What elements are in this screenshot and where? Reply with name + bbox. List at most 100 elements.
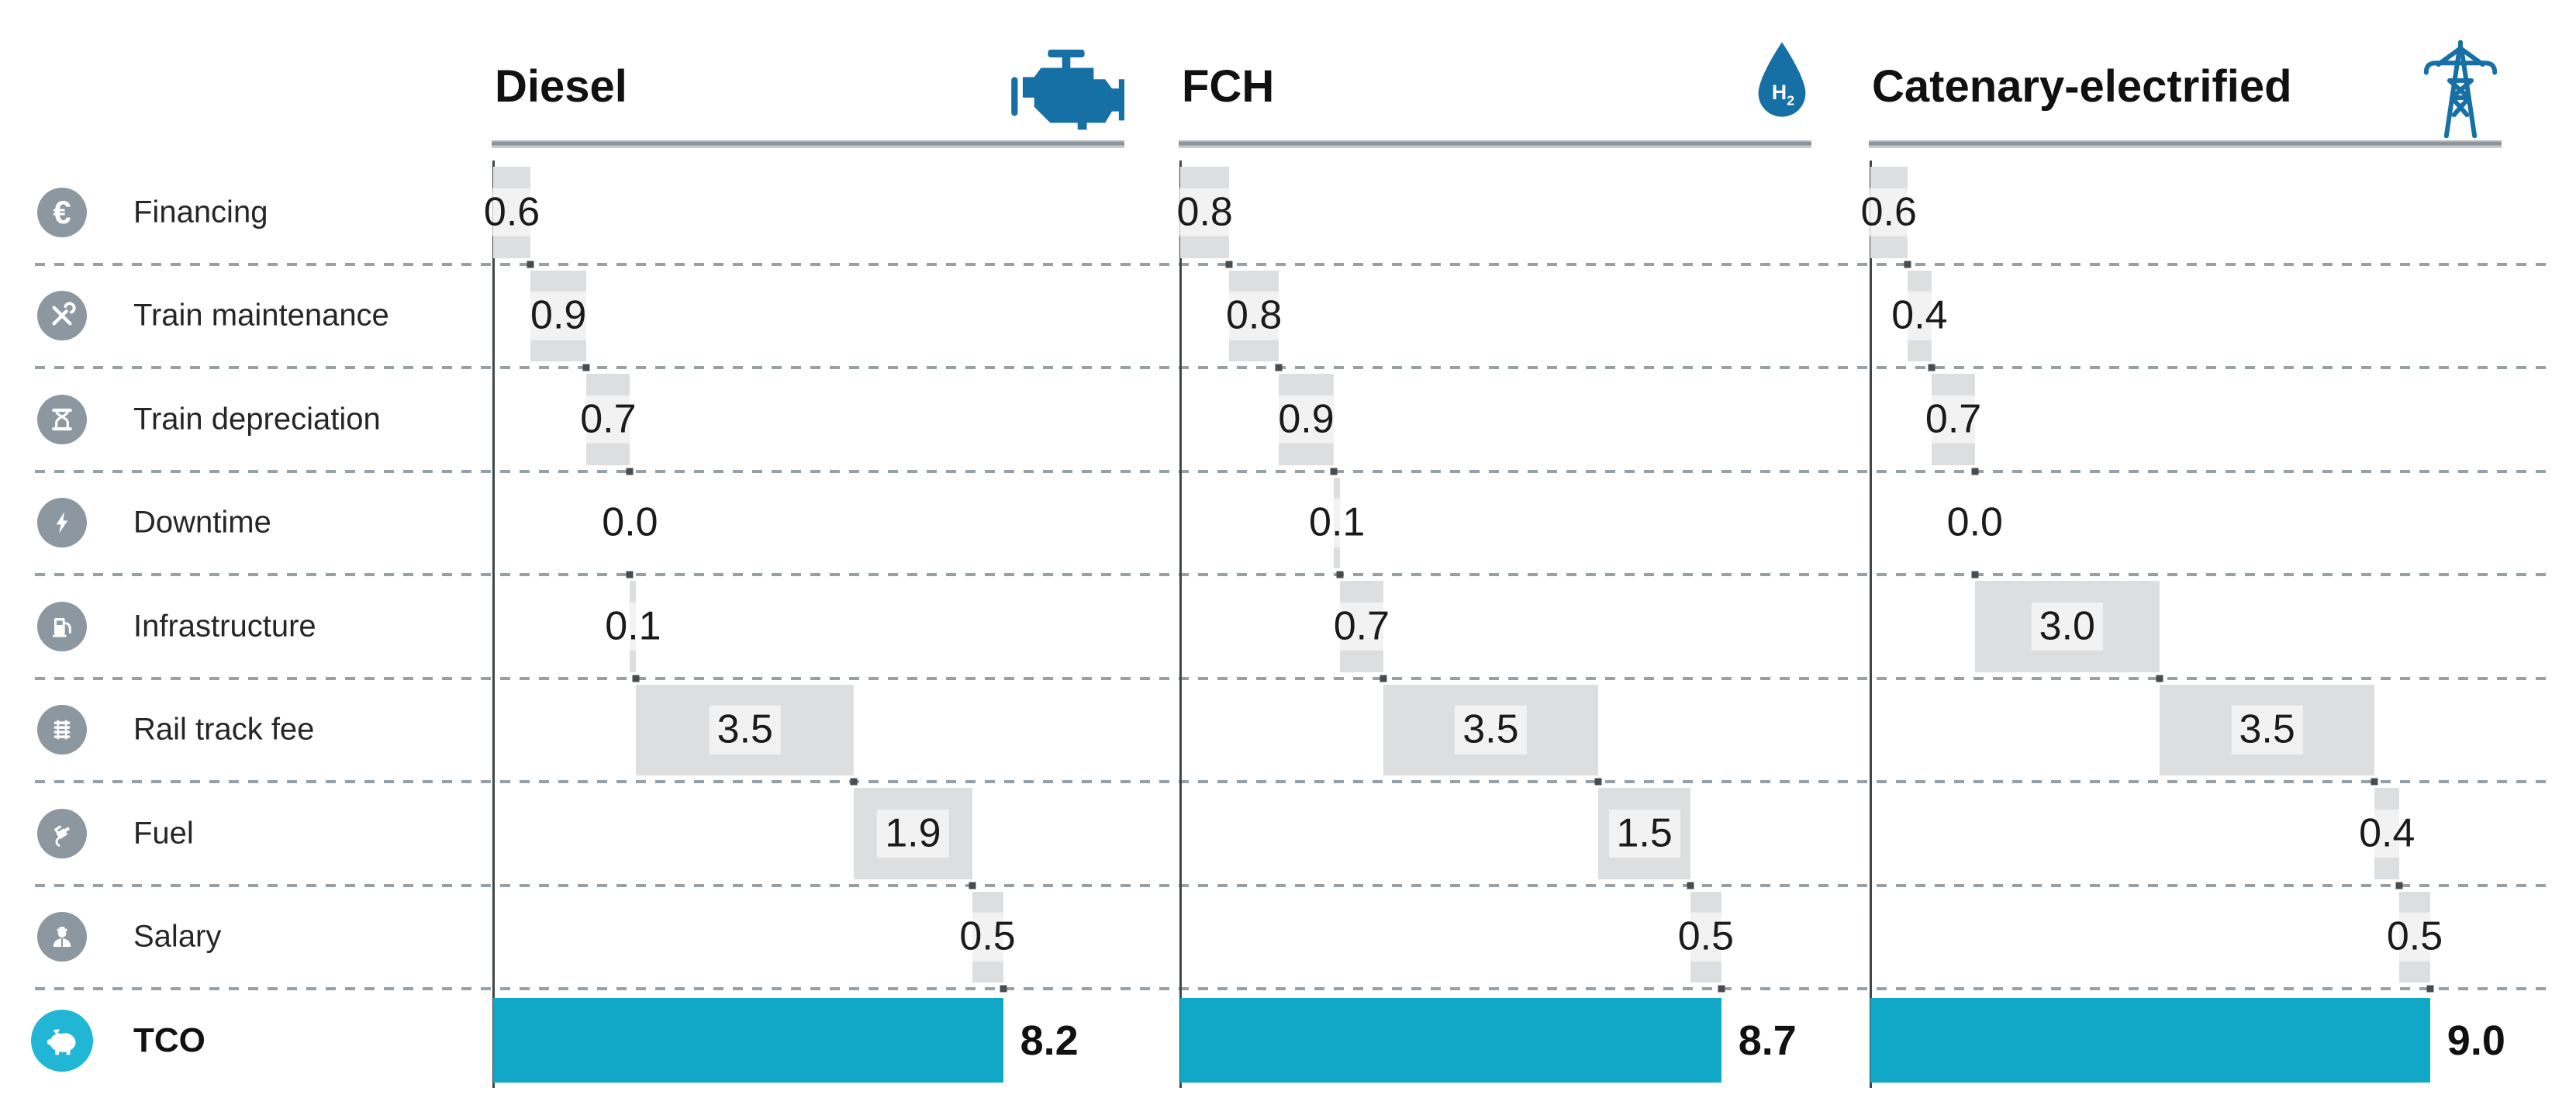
rail-track-icon (54, 720, 71, 740)
segment-value-label: 3.5 (709, 705, 781, 755)
segment-connector-tick (1971, 468, 1979, 475)
row-separator-line (35, 573, 2547, 576)
category-label: Train depreciation (133, 402, 381, 437)
column-header-rule (492, 140, 1124, 148)
fuel-pump-icon (53, 617, 71, 637)
lightning-icon (56, 512, 68, 534)
segment-value-label: 0.5 (1670, 912, 1742, 962)
segment-value-label: 0.6 (1853, 188, 1925, 237)
segment-connector-tick (1904, 261, 1911, 268)
piggy-bank-icon (31, 1009, 93, 1072)
segment-connector-tick (2371, 778, 2378, 786)
category-label: Infrastructure (133, 609, 316, 644)
category-label: Downtime (133, 505, 271, 540)
svg-text:H: H (1772, 81, 1787, 104)
segment-connector-tick (582, 364, 590, 371)
lightning-icon (37, 498, 87, 548)
svg-text:2: 2 (1787, 92, 1794, 108)
category-label: Salary (133, 919, 222, 954)
category-label: Rail track fee (133, 712, 315, 747)
segment-value-label: 0.8 (1217, 291, 1290, 340)
category-label: Fuel (133, 816, 194, 851)
row-separator-line (35, 469, 2547, 473)
tco-total-bar (493, 998, 1003, 1083)
segment-connector-tick (850, 778, 858, 786)
euro-icon: € (37, 187, 87, 237)
total-row-label: TCO (133, 1021, 205, 1059)
column-title: Catenary-electrified (1872, 61, 2292, 112)
piggy-bank-icon (47, 1029, 76, 1055)
segment-value-label: 0.1 (597, 602, 669, 651)
segment-connector-tick (527, 261, 534, 268)
row-separator-line (35, 676, 2547, 680)
segment-value-label: 0.8 (1169, 188, 1241, 237)
row-separator-line (35, 366, 2547, 369)
segment-value-label: 0.5 (2378, 912, 2451, 962)
value-axis-line (1179, 161, 1182, 1088)
value-axis-line (492, 161, 495, 1088)
segment-value-label: 3.0 (2031, 602, 2103, 651)
fuel-nozzle-icon (54, 825, 71, 847)
tco-total-bar (1870, 998, 2430, 1083)
segment-connector-tick (626, 571, 634, 578)
hydrogen-drop-icon: H 2 (1752, 26, 1811, 139)
driver-icon (53, 927, 71, 948)
segment-connector-tick (632, 675, 640, 682)
segment-value-label: 0.9 (523, 291, 595, 340)
segment-connector-tick (2156, 675, 2163, 682)
tco-total-bar (1180, 998, 1721, 1083)
fuel-nozzle-icon (37, 808, 87, 858)
segment-value-label: 1.9 (877, 809, 949, 858)
segment-connector-tick (1687, 882, 1694, 889)
row-separator-line (35, 987, 2547, 990)
segment-connector-tick (1971, 571, 1979, 578)
tco-total-value: 8.2 (1020, 1017, 1079, 1064)
segment-value-label: 0.7 (1325, 602, 1398, 651)
column-title: FCH (1182, 61, 1275, 112)
tco-total-value: 9.0 (2447, 1017, 2505, 1064)
segment-value-label: 0.4 (1884, 291, 1956, 340)
segment-connector-tick (2426, 985, 2434, 993)
row-separator-line (35, 883, 2547, 887)
hourglass-icon (37, 394, 87, 444)
segment-connector-tick (1225, 261, 1233, 268)
segment-value-label: 0.0 (594, 498, 666, 547)
segment-value-label: 0.1 (1301, 498, 1373, 547)
hourglass-icon (52, 408, 72, 430)
column-header-rule (1869, 140, 2502, 148)
segment-connector-tick (1380, 675, 1387, 682)
value-axis-line (1870, 161, 1872, 1088)
category-label: Train maintenance (133, 298, 389, 333)
segment-connector-tick (1336, 571, 1344, 578)
segment-connector-tick (1275, 364, 1283, 371)
driver-icon (37, 912, 87, 962)
segment-connector-tick (626, 468, 634, 475)
segment-value-label: 3.5 (2231, 705, 2303, 755)
segment-value-label: 0.7 (1917, 395, 1990, 444)
segment-value-label: 3.5 (1455, 705, 1527, 755)
segment-connector-tick (1330, 468, 1338, 475)
segment-value-label: 0.0 (1939, 498, 2011, 547)
category-label: Financing (133, 195, 268, 230)
tools-icon (52, 302, 76, 326)
segment-connector-tick (1000, 985, 1007, 993)
fuel-pump-icon (37, 601, 87, 651)
segment-connector-tick (1928, 364, 1935, 371)
segment-connector-tick (1594, 778, 1602, 786)
row-separator-line (35, 780, 2547, 783)
hydrogen-drop-icon: H 2 (1758, 42, 1806, 117)
column-title: Diesel (495, 61, 627, 112)
row-separator-line (35, 262, 2547, 266)
segment-connector-tick (969, 882, 976, 889)
rail-track-icon (37, 705, 87, 755)
power-pylon-icon (2419, 37, 2502, 139)
segment-connector-tick (1718, 985, 1725, 993)
tco-total-value: 8.7 (1738, 1017, 1797, 1064)
tools-icon (37, 291, 87, 341)
engine-icon (1011, 49, 1124, 130)
segment-value-label: 1.5 (1608, 809, 1680, 858)
segment-value-label: 0.6 (475, 188, 548, 237)
column-header-rule (1179, 140, 1811, 148)
